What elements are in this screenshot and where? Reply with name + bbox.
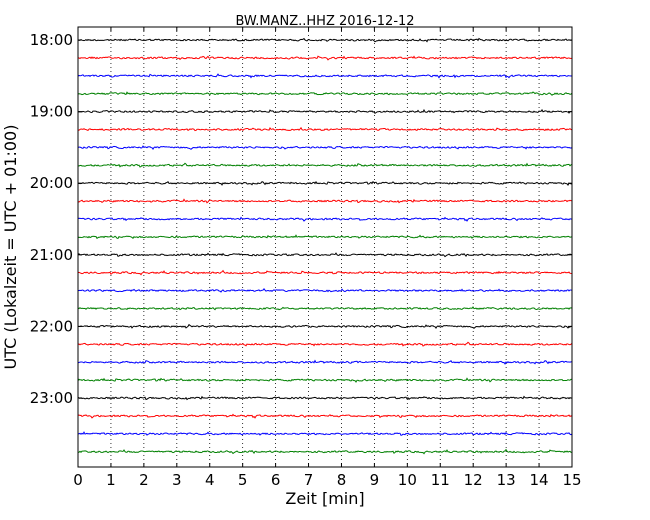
seismic-trace-row-2 xyxy=(77,55,573,61)
seismic-trace-row-8 xyxy=(77,162,573,168)
seismic-trace-row-17 xyxy=(77,323,573,329)
x-tick-label: 13 xyxy=(497,471,516,489)
seismic-trace-row-7 xyxy=(77,145,573,150)
seismic-trace-row-11 xyxy=(77,216,573,222)
seismic-trace-row-23 xyxy=(77,431,573,436)
seismic-trace-row-4 xyxy=(77,91,573,96)
seismic-trace-row-5 xyxy=(77,108,573,114)
seismic-trace-row-6 xyxy=(77,126,573,132)
y-tick-label: 23:00 xyxy=(30,389,73,407)
y-tick-label: 19:00 xyxy=(30,103,73,121)
x-tick-label: 10 xyxy=(398,471,417,489)
x-tick-label: 7 xyxy=(304,471,314,489)
x-axis: 0 1 2 3 4 5 6 7 8 9 10 11 12 13 14 15 xyxy=(73,27,582,489)
seismic-trace-row-13 xyxy=(77,252,573,258)
seismic-trace-row-22 xyxy=(77,413,573,419)
x-tick-label: 0 xyxy=(73,471,83,489)
x-tick-label: 2 xyxy=(139,471,149,489)
seismic-trace-row-1 xyxy=(77,37,573,43)
seismic-trace-row-20 xyxy=(77,377,573,383)
x-tick-label: 12 xyxy=(464,471,483,489)
x-tick-label: 6 xyxy=(271,471,281,489)
y-tick-label: 21:00 xyxy=(30,246,73,264)
x-tick-label: 9 xyxy=(370,471,380,489)
seismic-trace-row-12 xyxy=(77,234,573,240)
y-axis-label: UTC (Lokalzeit = UTC + 01:00) xyxy=(1,125,20,370)
y-tick-label: 22:00 xyxy=(30,317,73,335)
x-tick-label: 3 xyxy=(172,471,182,489)
x-axis-label: Zeit [min] xyxy=(285,489,364,508)
x-tick-label: 1 xyxy=(106,471,116,489)
seismic-trace-row-3 xyxy=(77,73,573,79)
chart-title: BW.MANZ..HHZ 2016-12-12 xyxy=(235,14,414,29)
x-tick-label: 8 xyxy=(337,471,347,489)
trace-group xyxy=(77,37,573,455)
x-tick-label: 5 xyxy=(238,471,248,489)
x-tick-label: 4 xyxy=(205,471,215,489)
seismic-trace-row-24 xyxy=(77,448,573,455)
y-tick-label: 18:00 xyxy=(30,31,73,49)
seismic-trace-row-19 xyxy=(77,359,573,365)
x-tick-label: 15 xyxy=(562,471,581,489)
seismic-trace-row-14 xyxy=(77,269,573,276)
seismic-trace-row-10 xyxy=(77,198,573,204)
y-tick-label: 20:00 xyxy=(30,174,73,192)
seismic-trace-row-21 xyxy=(77,395,573,401)
plot-frame xyxy=(77,26,573,468)
seismic-trace-row-16 xyxy=(77,306,573,311)
vertical-grid xyxy=(110,27,540,467)
seismic-trace-row-15 xyxy=(77,287,573,293)
seismic-trace-row-18 xyxy=(77,341,573,347)
x-tick-label: 11 xyxy=(431,471,450,489)
y-axis: 18:00 19:00 20:00 21:00 22:00 23:00 xyxy=(30,31,572,407)
x-tick-label: 14 xyxy=(530,471,549,489)
seismic-trace-row-9 xyxy=(77,180,573,187)
